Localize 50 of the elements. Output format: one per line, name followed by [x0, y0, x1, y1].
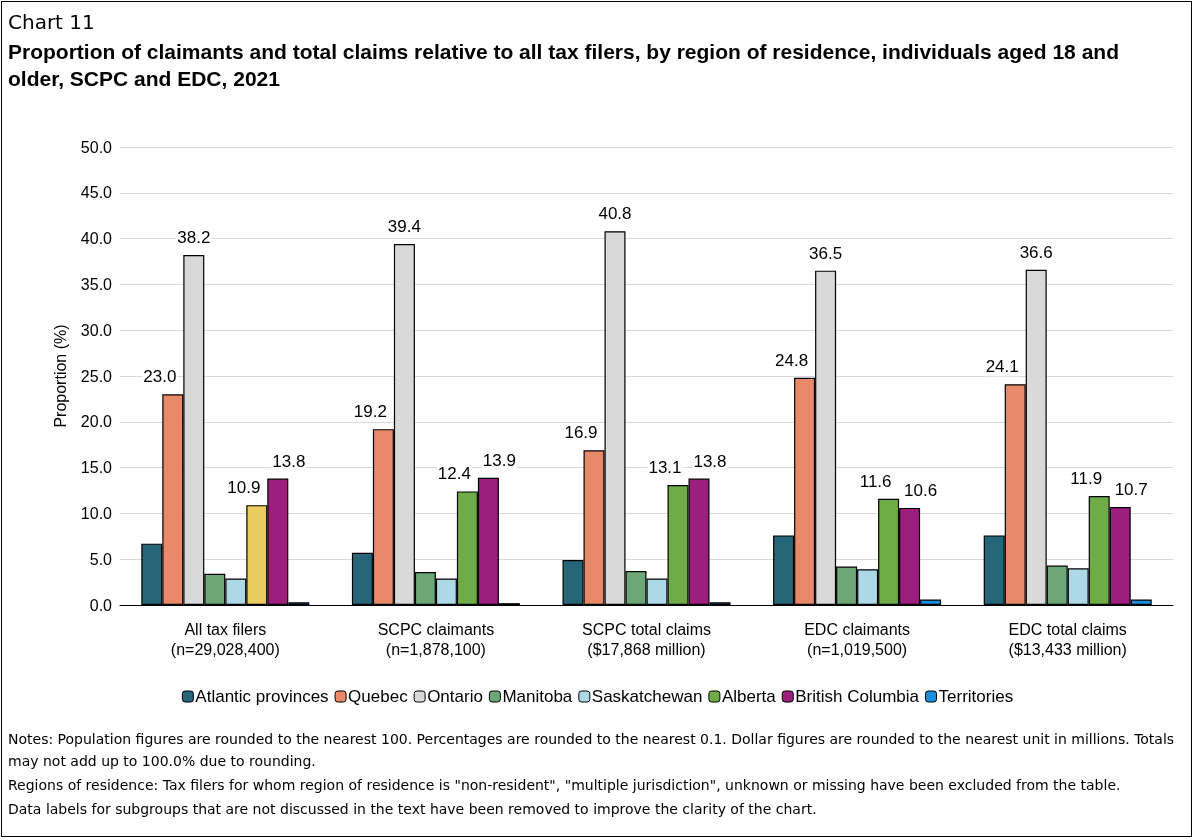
- data-label: 24.1: [985, 357, 1019, 377]
- data-label: 10.9: [227, 478, 261, 498]
- x-tick-label: EDC total claims ($13,433 million): [1008, 620, 1127, 658]
- y-tick-label: 5.0: [89, 550, 113, 568]
- y-tick-label: 35.0: [80, 275, 113, 293]
- x-tick-label: SCPC claimants (n=1,878,100): [377, 620, 495, 658]
- data-label: 13.1: [648, 458, 682, 477]
- y-tick-label: 50.0: [80, 138, 113, 156]
- data-label: 13.8: [693, 451, 727, 471]
- legend-label: Manitoba: [502, 687, 573, 706]
- data-label: 40.8: [598, 204, 632, 224]
- y-tick-label: 20.0: [80, 413, 113, 431]
- data-label: 11.6: [859, 471, 892, 491]
- legend-label: Ontario: [427, 687, 483, 706]
- data-label: 13.9: [482, 450, 516, 470]
- data-label: 38.2: [177, 228, 211, 248]
- data-label: 19.2: [353, 402, 387, 422]
- x-tick-label: EDC claimants (n=1,019,500): [804, 620, 911, 658]
- text: Regions of residence: Tax filers for whom region of residence is "non-resident", "multiple jurisdiction", unknown or missing have been excluded from the table.: [8, 776, 1122, 795]
- data-label: 13.8: [272, 451, 306, 471]
- y-tick-label: 10.0: [80, 504, 113, 522]
- data-label: 36.5: [809, 243, 843, 263]
- data-label: 11.9: [1070, 469, 1103, 488]
- legend-label: British Columbia: [795, 687, 920, 706]
- legend-label: Alberta: [721, 687, 777, 706]
- y-tick-label: 45.0: [80, 184, 113, 202]
- y-tick-label: 25.0: [80, 367, 113, 385]
- data-label: 16.9: [564, 423, 598, 443]
- chart-subtitle: Chart 11: [8, 10, 95, 34]
- y-tick-label: 15.0: [80, 459, 113, 477]
- y-tick-label: 0.0: [89, 596, 113, 614]
- y-axis-title: Proportion (%): [51, 324, 69, 428]
- y-tick-label: 40.0: [80, 230, 113, 248]
- data-label: 12.4: [437, 464, 471, 484]
- x-tick-label: All tax filers (n=29,028,400): [170, 620, 280, 658]
- y-tick-label: 30.0: [80, 321, 113, 339]
- text: Notes: Population figures are rounded to the nearest 100. Percentages are rounded to the nearest 0.1. Dollar figures are rounded to the nearest unit in millions. Totals may not add up to 100.0% due to rounding.: [8, 730, 1176, 771]
- data-label: 23.0: [143, 367, 177, 387]
- legend-label: Territories: [938, 687, 1014, 706]
- x-tick-label: SCPC total claims ($17,868 million): [582, 620, 711, 658]
- data-label: 24.8: [775, 350, 809, 370]
- legend-label: Quebec: [348, 687, 409, 706]
- data-label: 39.4: [387, 217, 421, 237]
- data-label: 10.7: [1114, 479, 1148, 499]
- data-label: 36.6: [1019, 242, 1053, 262]
- legend-label: Atlantic provinces: [195, 687, 329, 706]
- data-label: 10.6: [904, 480, 938, 500]
- text: Data labels for subgroups that are not discussed in the text have been removed to improve the clarity of the chart.: [8, 800, 818, 819]
- legend-label: Saskatchewan: [591, 687, 703, 706]
- chart-title: Proportion of claimants and total claims relative to all tax filers, by region of residence, individuals aged 18 and older, SCPC and EDC, 2021: [8, 39, 1120, 92]
